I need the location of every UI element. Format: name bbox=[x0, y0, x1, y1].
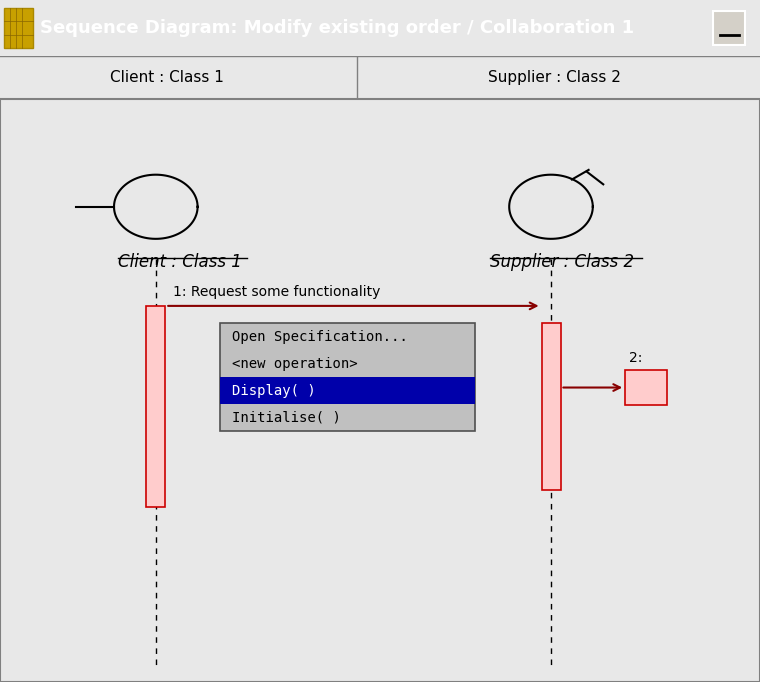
Bar bbox=[4, 8, 33, 48]
Text: Initialise( ): Initialise( ) bbox=[232, 411, 340, 425]
Text: <new operation>: <new operation> bbox=[232, 357, 357, 371]
Bar bbox=[220, 323, 475, 431]
Text: 1: Request some functionality: 1: Request some functionality bbox=[173, 285, 380, 299]
Text: Open Specification...: Open Specification... bbox=[232, 330, 407, 344]
Text: Supplier : Class 2: Supplier : Class 2 bbox=[489, 70, 621, 85]
Bar bbox=[146, 306, 165, 507]
Bar bbox=[713, 11, 745, 45]
Text: Client : Class 1: Client : Class 1 bbox=[110, 70, 224, 85]
Text: Display( ): Display( ) bbox=[232, 384, 315, 398]
Text: Sequence Diagram: Modify existing order / Collaboration 1: Sequence Diagram: Modify existing order … bbox=[40, 19, 634, 37]
Text: 2:: 2: bbox=[629, 351, 642, 366]
Bar bbox=[541, 323, 560, 490]
Text: Supplier : Class 2: Supplier : Class 2 bbox=[490, 254, 635, 271]
Bar bbox=[625, 370, 667, 405]
Text: Client : Class 1: Client : Class 1 bbox=[118, 254, 242, 271]
Bar bbox=[220, 377, 475, 404]
